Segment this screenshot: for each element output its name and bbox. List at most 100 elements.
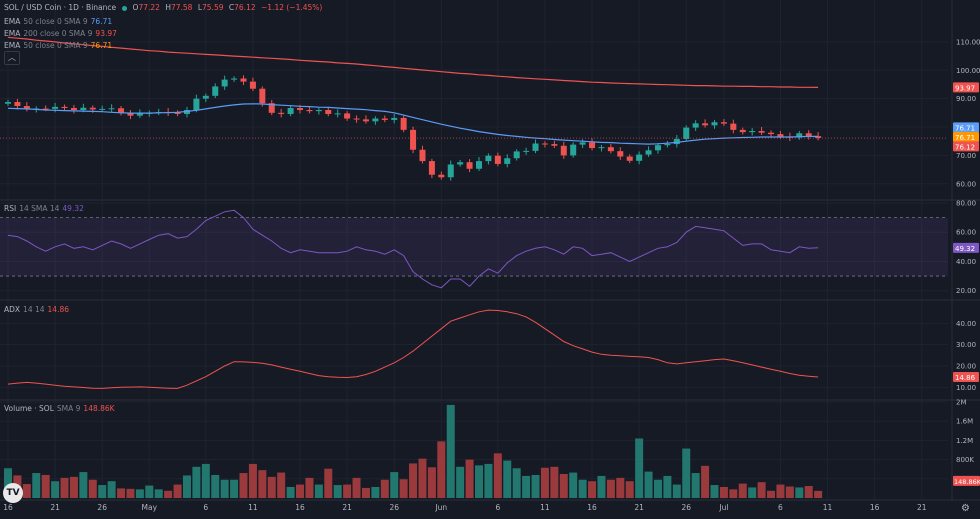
volume-bar xyxy=(32,473,41,498)
y-tick-label: 60.00 xyxy=(956,180,976,188)
y-tick-label: 1.6M xyxy=(956,418,973,426)
candle-body xyxy=(711,122,718,126)
candle-body xyxy=(447,164,454,178)
indicator-name: EMA xyxy=(4,29,21,38)
x-tick-label: 21 xyxy=(50,503,60,512)
volume-bar xyxy=(691,473,700,498)
gear-icon[interactable]: ⚙ xyxy=(961,503,970,514)
indicator-legend-ema50[interactable]: EMA 50 close 0 SMA 9 76.71 xyxy=(4,17,115,27)
volume-bar xyxy=(380,479,389,498)
volume-bar xyxy=(69,476,78,498)
y-tick-label: 100.00 xyxy=(956,67,980,75)
candle-body xyxy=(702,123,709,126)
close-value: 76.12 xyxy=(234,3,256,12)
volume-bar xyxy=(173,484,182,498)
volume-value: 148.86K xyxy=(83,404,115,413)
high-label: H xyxy=(165,3,171,12)
volume-bar xyxy=(126,488,135,498)
candle-body xyxy=(589,142,596,149)
volume-tag-bg xyxy=(953,475,980,486)
pane-separators xyxy=(0,0,980,501)
candle-body xyxy=(815,136,822,139)
candle-body xyxy=(532,143,539,151)
volume-legend[interactable]: Volume · SOL SMA 9 148.86K xyxy=(4,404,118,414)
volume-bar xyxy=(653,479,662,498)
indicator-legend-ema200[interactable]: EMA 200 close 0 SMA 9 93.97 xyxy=(4,29,120,39)
indicator-name: EMA xyxy=(4,17,21,26)
price-tag-bg xyxy=(953,141,979,152)
volume-bar xyxy=(343,484,352,498)
candle-body xyxy=(645,150,652,155)
volume-bar xyxy=(493,453,502,498)
candle-body xyxy=(42,108,49,110)
candle-body xyxy=(108,108,115,110)
volume-bar xyxy=(540,467,549,498)
indicator-value: 76.71 xyxy=(90,17,113,26)
volume-bar xyxy=(277,472,286,498)
volume-bar xyxy=(550,466,559,498)
candle-body xyxy=(315,110,322,112)
volume-bar xyxy=(371,486,380,498)
candle-body xyxy=(654,145,661,151)
x-tick-label: 26 xyxy=(97,503,107,512)
low-value: 75.59 xyxy=(202,3,224,12)
volume-bar xyxy=(211,474,220,498)
candle-body xyxy=(410,129,417,150)
volume-bar xyxy=(616,477,625,498)
rsi-legend[interactable]: RSI 14 SMA 14 49.32 xyxy=(4,204,87,214)
volume-bar xyxy=(465,459,474,498)
x-tick-label: 6 xyxy=(203,503,208,512)
candle-body xyxy=(221,79,228,87)
y-tick-label: 30.00 xyxy=(956,341,976,349)
candle-body xyxy=(249,81,256,89)
x-tick-label: May xyxy=(142,503,158,512)
x-tick-label: 6 xyxy=(778,503,783,512)
volume-bar xyxy=(145,485,154,498)
candle-body xyxy=(14,102,21,107)
adx-legend[interactable]: ADX 14 14 14.86 xyxy=(4,305,72,315)
x-tick-label: 11 xyxy=(248,503,258,512)
volume-bar xyxy=(767,490,776,498)
price-tag: 93.97 xyxy=(955,84,975,92)
volume-bar xyxy=(239,473,248,498)
price-axis: 110.00100.0090.0080.0070.0060.0080.0060.… xyxy=(953,38,980,486)
x-tick-label: Jul xyxy=(718,503,728,512)
rsi-params: 14 SMA 14 xyxy=(19,204,60,213)
candle-body xyxy=(334,113,341,115)
candle-body xyxy=(796,133,803,138)
volume-bar xyxy=(606,479,615,498)
y-tick-label: 40.00 xyxy=(956,320,976,328)
volume-bar xyxy=(512,468,521,498)
x-tick-label: 21 xyxy=(917,503,927,512)
indicator-legend-ema50-b[interactable]: EMA 50 close 0 SMA 9 76.71 xyxy=(4,41,115,51)
volume-bar xyxy=(663,475,672,498)
y-tick-label: 2M xyxy=(956,399,967,407)
candle-body xyxy=(99,108,106,110)
volume-bar xyxy=(220,479,229,498)
volume-bar xyxy=(51,481,60,498)
ema200-line xyxy=(7,36,819,88)
volume-bar xyxy=(324,468,333,498)
volume-bar xyxy=(625,481,634,498)
rsi-band xyxy=(0,217,948,277)
candle-body xyxy=(231,78,238,80)
market-status-icon xyxy=(122,5,128,11)
volume-bar xyxy=(258,470,267,498)
candle-body xyxy=(523,150,530,152)
candle-body xyxy=(730,123,737,130)
close-label: C xyxy=(228,3,235,12)
candle-body xyxy=(391,117,398,120)
candle-body xyxy=(70,108,77,110)
adx-params: 14 14 xyxy=(23,305,45,314)
chevron-up-icon[interactable]: ︿ xyxy=(4,51,20,65)
candle-body xyxy=(673,138,680,145)
candle-body xyxy=(683,127,690,139)
volume-bar xyxy=(41,474,50,498)
volume-bar xyxy=(390,472,399,498)
candle-body xyxy=(306,110,313,112)
candle-body xyxy=(513,151,520,159)
candle-body xyxy=(23,106,30,110)
tradingview-logo[interactable]: TV xyxy=(3,483,23,503)
